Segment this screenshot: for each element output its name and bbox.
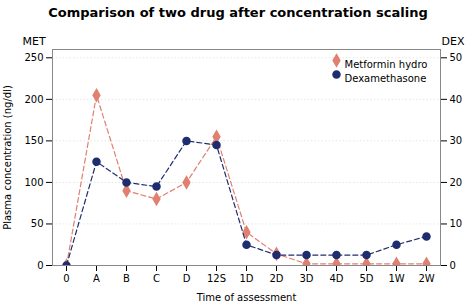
svg-text:5D: 5D (359, 273, 373, 284)
svg-text:4D: 4D (329, 273, 343, 284)
svg-text:C: C (153, 273, 160, 284)
svg-text:100: 100 (24, 177, 43, 188)
svg-text:DEX: DEX (442, 35, 465, 48)
svg-text:A: A (93, 273, 100, 284)
svg-text:1W: 1W (388, 273, 404, 284)
svg-text:250: 250 (24, 52, 43, 63)
svg-text:2D: 2D (269, 273, 283, 284)
svg-text:12S: 12S (207, 273, 226, 284)
svg-text:10: 10 (450, 218, 463, 229)
svg-text:MET: MET (23, 35, 46, 48)
html-text:Comparison of two drug after c: Comparison of two drug after concentrati… (48, 5, 428, 20)
svg-text:0: 0 (450, 260, 456, 271)
svg-text:0: 0 (37, 260, 43, 271)
svg-text:2W: 2W (418, 273, 434, 284)
svg-text:Metformin hydro: Metformin hydro (345, 59, 428, 70)
svg-text:1D: 1D (239, 273, 253, 284)
svg-text:Plasma concentration (ng/dl): Plasma concentration (ng/dl) (2, 85, 13, 230)
svg-text:Time of assessment: Time of assessment (196, 292, 297, 303)
svg-text:D: D (183, 273, 191, 284)
svg-text:50: 50 (450, 52, 463, 63)
svg-text:150: 150 (24, 135, 43, 146)
svg-text:200: 200 (24, 94, 43, 105)
svg-text:20: 20 (450, 177, 463, 188)
svg-text:0: 0 (63, 273, 69, 284)
svg-text:B: B (123, 273, 130, 284)
svg-text:40: 40 (450, 94, 463, 105)
svg-text:30: 30 (450, 135, 463, 146)
svg-text:Dexamethasone: Dexamethasone (345, 73, 427, 84)
svg-text:3D: 3D (299, 273, 313, 284)
svg-text:50: 50 (31, 218, 44, 229)
